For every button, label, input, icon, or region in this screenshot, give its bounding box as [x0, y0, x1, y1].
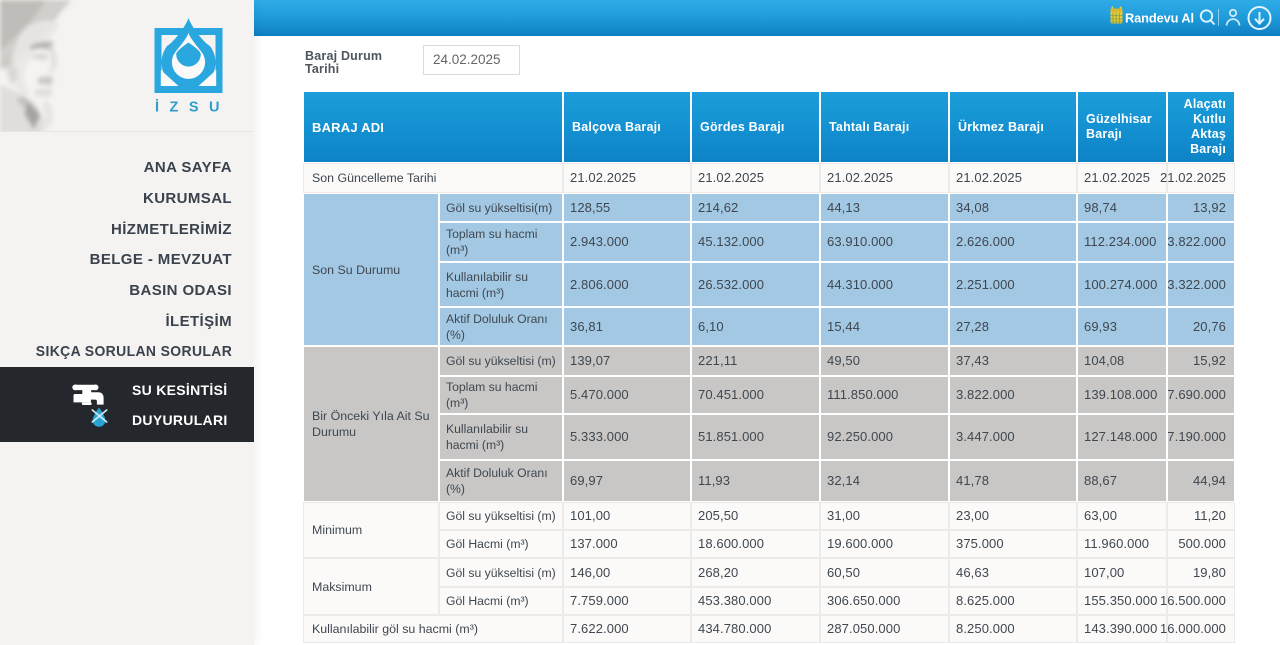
svg-text:Randevu Al: Randevu Al — [1125, 11, 1194, 26]
svg-text:İZSU: İZSU — [155, 99, 230, 115]
